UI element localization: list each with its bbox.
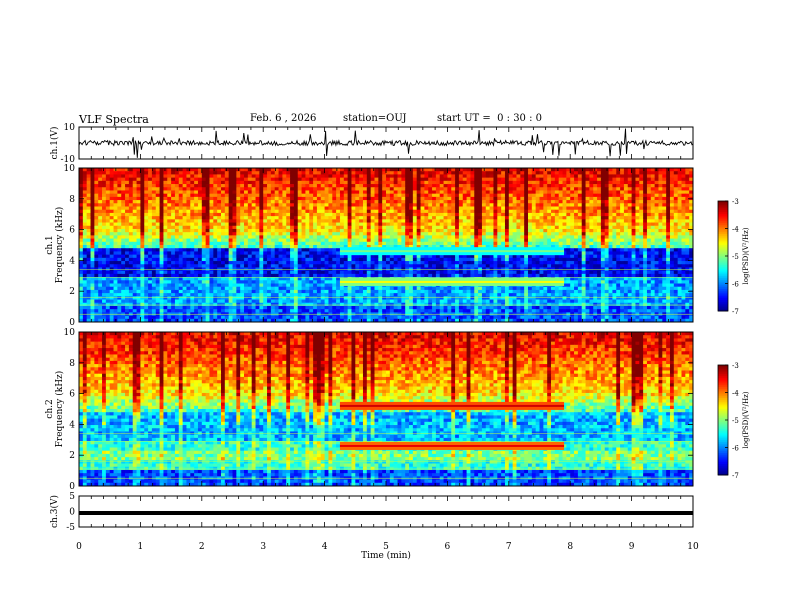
x-tick-label: 10 [687, 542, 699, 552]
y-axis-label: ch.1(V) [49, 127, 60, 160]
spectrogram-ch1 [79, 168, 694, 323]
colorbar-label: log(PSD)(V²/Hz) [742, 391, 750, 448]
y-axis-label: ch.2 [45, 399, 55, 418]
x-axis-label: Time (min) [361, 550, 411, 561]
y-axis-label: Frequency (kHz) [54, 371, 65, 448]
y-tick-label: 0 [69, 508, 75, 518]
x-tick-label: 0 [76, 542, 82, 552]
colorbar-tick-label: -7 [732, 308, 739, 316]
y-tick-label: 2 [69, 287, 75, 297]
x-tick-label: 7 [506, 542, 512, 552]
colorbar [717, 200, 729, 312]
y-axis-label: ch.1 [45, 235, 55, 254]
colorbar-tick-label: -5 [732, 417, 739, 425]
colorbar-tick-label: -7 [732, 472, 739, 480]
x-tick-label: 4 [322, 542, 328, 552]
y-tick-label: -10 [61, 155, 76, 165]
y-tick-label: 8 [69, 195, 75, 205]
y-tick-label: 6 [69, 390, 75, 400]
colorbar-tick-label: -6 [732, 281, 739, 289]
y-tick-label: 2 [69, 451, 75, 461]
y-tick-label: 8 [69, 359, 75, 369]
colorbar-tick-label: -6 [732, 445, 739, 453]
y-axis-label: Frequency (kHz) [54, 207, 65, 284]
colorbar-tick-label: -4 [732, 226, 739, 234]
start-time-label: start UT = 0 : 30 : 0 [437, 113, 543, 124]
y-tick-label: 5 [69, 492, 75, 502]
colorbar-label: log(PSD)(V²/Hz) [742, 227, 750, 284]
station-label: station=OUJ [343, 113, 407, 124]
x-tick-label: 5 [383, 542, 389, 552]
y-tick-label: 4 [69, 256, 75, 266]
y-axis-label: ch.3(V) [49, 495, 60, 528]
x-tick-label: 8 [567, 542, 573, 552]
figure-title: VLF Spectra [79, 113, 149, 126]
y-tick-label: 10 [64, 164, 76, 174]
x-tick-label: 2 [199, 542, 205, 552]
x-tick-label: 3 [260, 542, 266, 552]
colorbar-tick-label: -3 [732, 198, 739, 206]
y-tick-label: 10 [64, 123, 76, 133]
colorbar-tick-label: -4 [732, 390, 739, 398]
y-tick-label: 10 [64, 328, 76, 338]
date-label: Feb. 6 , 2026 [250, 113, 317, 124]
y-tick-label: 4 [69, 420, 75, 430]
colorbar-tick-label: -3 [732, 362, 739, 370]
x-tick-label: 6 [445, 542, 451, 552]
x-tick-label: 1 [138, 542, 144, 552]
y-tick-label: -5 [66, 523, 75, 533]
spectrogram-ch2 [79, 332, 694, 487]
colorbar-tick-label: -5 [732, 253, 739, 261]
y-tick-label: 0 [69, 482, 75, 492]
y-tick-label: 0 [69, 318, 75, 328]
x-tick-label: 9 [629, 542, 635, 552]
colorbar [717, 364, 729, 476]
ch1-waveform-trace [78, 128, 694, 158]
y-tick-label: 6 [69, 226, 75, 236]
